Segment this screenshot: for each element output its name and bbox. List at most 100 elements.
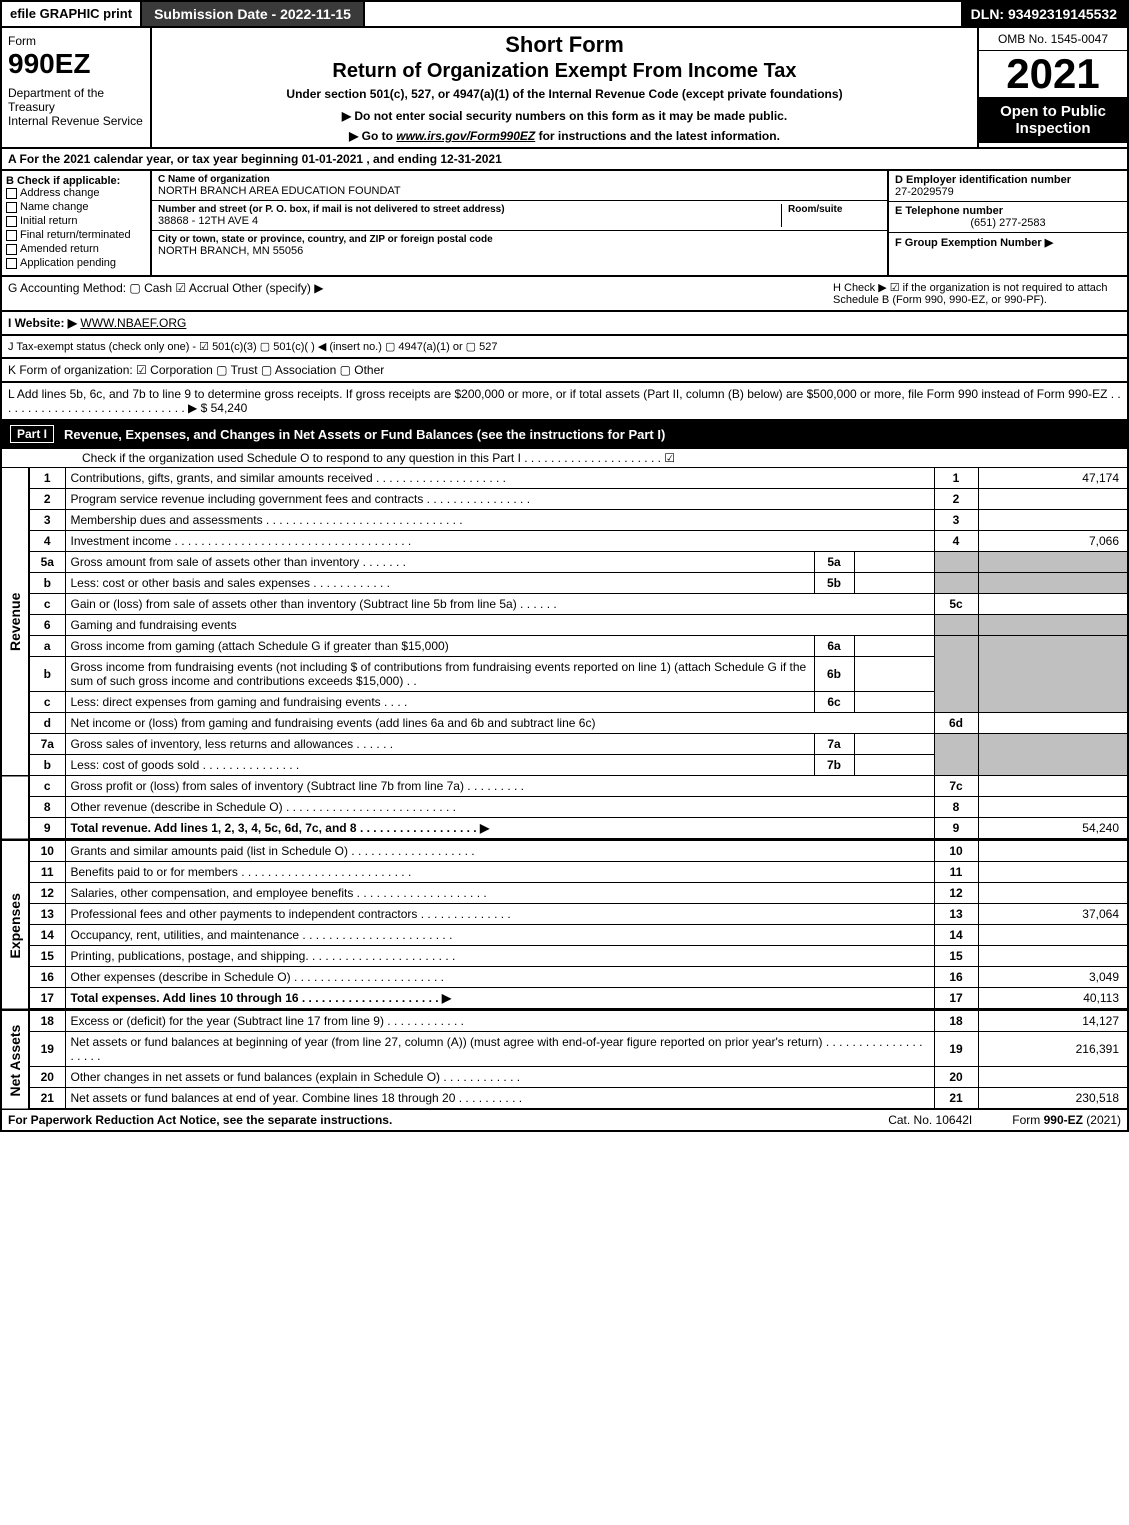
line-20-box: 20 bbox=[934, 1067, 978, 1088]
section-bcdef: B Check if applicable: Address change Na… bbox=[0, 171, 1129, 277]
line-6a-desc: Gross income from gaming (attach Schedul… bbox=[65, 636, 814, 657]
line-4-desc: Investment income . . . . . . . . . . . … bbox=[65, 531, 934, 552]
line-6d-desc: Net income or (loss) from gaming and fun… bbox=[65, 713, 934, 734]
phone-label: E Telephone number bbox=[895, 205, 1121, 217]
line-4-num: 4 bbox=[29, 531, 65, 552]
line-5b-subval bbox=[854, 573, 934, 594]
form-header: Form 990EZ Department of the Treasury In… bbox=[0, 28, 1129, 149]
line-14-num: 14 bbox=[29, 925, 65, 946]
line-5a-greyval bbox=[978, 552, 1128, 573]
line-5b-greybox bbox=[934, 573, 978, 594]
section-b: B Check if applicable: Address change Na… bbox=[2, 171, 152, 275]
footer-right-bold: 990-EZ bbox=[1044, 1113, 1083, 1127]
group-exemption-row: F Group Exemption Number ▶ bbox=[889, 233, 1127, 252]
part1-check: Check if the organization used Schedule … bbox=[0, 449, 1129, 467]
section-l-text: L Add lines 5b, 6c, and 7b to line 9 to … bbox=[8, 387, 1121, 415]
section-i: I Website: ▶ WWW.NBAEF.ORG bbox=[0, 312, 1129, 336]
line-17-box: 17 bbox=[934, 988, 978, 1010]
line-5a-sub: 5a bbox=[814, 552, 854, 573]
line-21-num: 21 bbox=[29, 1088, 65, 1110]
line-12-desc: Salaries, other compensation, and employ… bbox=[65, 883, 934, 904]
line-17-val: 40,113 bbox=[978, 988, 1128, 1010]
line-6a-subval bbox=[854, 636, 934, 657]
line-7c-val bbox=[978, 776, 1128, 797]
part1-label: Part I bbox=[10, 425, 54, 443]
line-19-num: 19 bbox=[29, 1032, 65, 1067]
line-16-val: 3,049 bbox=[978, 967, 1128, 988]
line-6c-subval bbox=[854, 692, 934, 713]
line-6-num: 6 bbox=[29, 615, 65, 636]
line-5c-desc: Gain or (loss) from sale of assets other… bbox=[65, 594, 934, 615]
form-title: Return of Organization Exempt From Incom… bbox=[162, 60, 967, 83]
line-1-num: 1 bbox=[29, 468, 65, 489]
line-7ab-greyval bbox=[978, 734, 1128, 776]
chk-amended-return: Amended return bbox=[6, 243, 146, 255]
revenue-side-label: Revenue bbox=[1, 468, 29, 776]
expenses-table: Expenses 10 Grants and similar amounts p… bbox=[0, 840, 1129, 1010]
chk-name-change: Name change bbox=[6, 201, 146, 213]
line-13-desc: Professional fees and other payments to … bbox=[65, 904, 934, 925]
line-15-desc: Printing, publications, postage, and shi… bbox=[65, 946, 934, 967]
line-6c-sub: 6c bbox=[814, 692, 854, 713]
line-1-box: 1 bbox=[934, 468, 978, 489]
line-21-val: 230,518 bbox=[978, 1088, 1128, 1110]
line-6-greyval bbox=[978, 615, 1128, 636]
goto-line: ▶ Go to www.irs.gov/Form990EZ for instru… bbox=[162, 129, 967, 143]
website-label: I Website: ▶ bbox=[8, 316, 77, 330]
line-11-val bbox=[978, 862, 1128, 883]
website-link[interactable]: WWW.NBAEF.ORG bbox=[80, 316, 186, 330]
line-16-num: 16 bbox=[29, 967, 65, 988]
phone-value: (651) 277-2583 bbox=[895, 217, 1121, 229]
line-20-num: 20 bbox=[29, 1067, 65, 1088]
line-7b-sub: 7b bbox=[814, 755, 854, 776]
footer-left: For Paperwork Reduction Act Notice, see … bbox=[8, 1113, 392, 1127]
part1-header: Part I Revenue, Expenses, and Changes in… bbox=[0, 421, 1129, 449]
line-6d-num: d bbox=[29, 713, 65, 734]
room-label: Room/suite bbox=[788, 204, 881, 215]
goto-prefix: ▶ Go to bbox=[349, 129, 396, 143]
line-9-box: 9 bbox=[934, 818, 978, 840]
line-5a-greybox bbox=[934, 552, 978, 573]
header-center: Short Form Return of Organization Exempt… bbox=[152, 28, 977, 147]
city: NORTH BRANCH, MN 55056 bbox=[158, 245, 881, 257]
line-5c-box: 5c bbox=[934, 594, 978, 615]
part1-title: Revenue, Expenses, and Changes in Net As… bbox=[64, 427, 665, 442]
line-7c-desc: Gross profit or (loss) from sales of inv… bbox=[65, 776, 934, 797]
line-10-desc: Grants and similar amounts paid (list in… bbox=[65, 841, 934, 862]
section-gh: G Accounting Method: ▢ Cash ☑ Accrual Ot… bbox=[0, 277, 1129, 312]
street-label: Number and street (or P. O. box, if mail… bbox=[158, 204, 781, 215]
footer-right-prefix: Form bbox=[1012, 1113, 1043, 1127]
chk-address-change: Address change bbox=[6, 187, 146, 199]
phone-row: E Telephone number (651) 277-2583 bbox=[889, 202, 1127, 233]
line-19-box: 19 bbox=[934, 1032, 978, 1067]
line-2-num: 2 bbox=[29, 489, 65, 510]
form-word: Form bbox=[8, 34, 144, 48]
line-5b-desc: Less: cost or other basis and sales expe… bbox=[65, 573, 814, 594]
line-1-val: 47,174 bbox=[978, 468, 1128, 489]
header-right: OMB No. 1545-0047 2021 Open to Public In… bbox=[977, 28, 1127, 147]
page-footer: For Paperwork Reduction Act Notice, see … bbox=[0, 1110, 1129, 1132]
dln-label: DLN: 93492319145532 bbox=[961, 2, 1127, 26]
line-15-num: 15 bbox=[29, 946, 65, 967]
goto-link[interactable]: www.irs.gov/Form990EZ bbox=[396, 129, 535, 143]
line-3-desc: Membership dues and assessments . . . . … bbox=[65, 510, 934, 531]
chk-initial-return: Initial return bbox=[6, 215, 146, 227]
line-7a-num: 7a bbox=[29, 734, 65, 755]
line-4-box: 4 bbox=[934, 531, 978, 552]
line-18-num: 18 bbox=[29, 1011, 65, 1032]
department: Department of the Treasury Internal Reve… bbox=[8, 86, 144, 128]
line-19-desc: Net assets or fund balances at beginning… bbox=[65, 1032, 934, 1067]
line-14-box: 14 bbox=[934, 925, 978, 946]
line-18-val: 14,127 bbox=[978, 1011, 1128, 1032]
chk-application-pending: Application pending bbox=[6, 257, 146, 269]
under-section: Under section 501(c), 527, or 4947(a)(1)… bbox=[162, 87, 967, 101]
line-8-num: 8 bbox=[29, 797, 65, 818]
ein-value: 27-2029579 bbox=[895, 186, 1121, 198]
line-5b-sub: 5b bbox=[814, 573, 854, 594]
short-form-title: Short Form bbox=[162, 32, 967, 58]
section-b-label: B Check if applicable: bbox=[6, 175, 146, 187]
line-8-val bbox=[978, 797, 1128, 818]
netassets-side-label: Net Assets bbox=[1, 1011, 29, 1110]
line-9-desc: Total revenue. Add lines 1, 2, 3, 4, 5c,… bbox=[65, 818, 934, 840]
line-6-greybox bbox=[934, 615, 978, 636]
